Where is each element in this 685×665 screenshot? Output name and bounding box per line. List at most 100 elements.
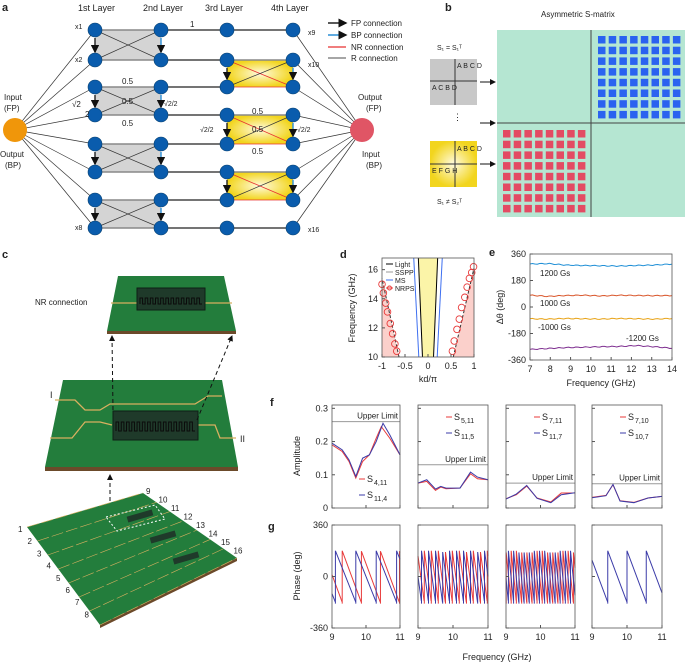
blue-matrix-element bbox=[619, 100, 627, 108]
red-matrix-element bbox=[503, 204, 511, 213]
network-node bbox=[219, 22, 235, 38]
blue-matrix-element bbox=[672, 36, 681, 44]
port-number: 11 bbox=[171, 504, 180, 513]
trace bbox=[99, 557, 238, 626]
blue-matrix-element bbox=[640, 46, 649, 55]
x-tick-label: 1 bbox=[471, 361, 476, 371]
x-tick-label: -1 bbox=[378, 361, 386, 371]
phase-line bbox=[477, 551, 485, 604]
red-matrix-element bbox=[503, 183, 511, 191]
dashed-arrow bbox=[196, 335, 233, 421]
s-matrix-title: Asymmetric S-matrix bbox=[541, 10, 615, 19]
legend-label: S bbox=[542, 428, 548, 438]
series-light-line bbox=[417, 257, 423, 358]
red-matrix-element bbox=[503, 172, 511, 181]
blue-matrix-element bbox=[640, 36, 649, 44]
trace bbox=[79, 539, 211, 598]
blue-matrix-element bbox=[662, 57, 670, 65]
legend-label: S bbox=[628, 412, 634, 422]
phase-line bbox=[607, 550, 628, 604]
network-node bbox=[219, 192, 235, 208]
blue-matrix-element bbox=[630, 68, 638, 76]
blue-matrix-element bbox=[608, 110, 617, 119]
input-bp-label: Input bbox=[362, 150, 381, 159]
y-tick-label: 180 bbox=[511, 276, 526, 286]
port-number: 9 bbox=[146, 487, 151, 496]
weight-label: 0.5 bbox=[122, 97, 134, 106]
red-matrix-element bbox=[535, 140, 543, 149]
nrps-marker bbox=[388, 329, 397, 338]
blue-matrix-element bbox=[619, 89, 627, 97]
output-port-node bbox=[350, 118, 374, 142]
output-line bbox=[292, 86, 363, 131]
phase-line bbox=[549, 552, 556, 604]
y-axis-label: Frequency (GHz) bbox=[347, 273, 357, 342]
phase-line bbox=[331, 574, 343, 602]
weight-label: √2/2 bbox=[164, 100, 178, 108]
panel-label-f: f bbox=[270, 397, 274, 409]
blue-matrix-element bbox=[598, 100, 606, 108]
network-node bbox=[285, 107, 301, 123]
y-tick-label: 0.2 bbox=[315, 437, 328, 447]
legend-label: S bbox=[454, 428, 460, 438]
red-matrix-element bbox=[556, 140, 564, 149]
block-text: A B C D bbox=[457, 63, 482, 70]
x-tick-label: 14 bbox=[667, 364, 677, 374]
network-node bbox=[285, 22, 301, 38]
phase-line bbox=[451, 550, 460, 604]
port-number: 3 bbox=[37, 549, 42, 558]
nrps-marker bbox=[455, 315, 464, 323]
y-tick-label: 0 bbox=[323, 503, 328, 513]
blue-matrix-element bbox=[651, 78, 659, 87]
panel-label-b: b bbox=[445, 2, 452, 14]
legend-marker bbox=[387, 285, 392, 291]
blue-matrix-element bbox=[651, 110, 659, 119]
x-tick-label: 11 bbox=[657, 632, 666, 642]
port-number: 4 bbox=[47, 562, 52, 571]
red-matrix-element bbox=[567, 130, 575, 138]
x-tick-label: 10 bbox=[586, 364, 596, 374]
input-line bbox=[14, 29, 96, 131]
nrps-marker bbox=[383, 308, 392, 316]
nrps-marker bbox=[386, 319, 395, 328]
x-tick-label: 7 bbox=[527, 364, 532, 374]
red-matrix-element bbox=[545, 151, 554, 159]
blue-matrix-element bbox=[608, 78, 617, 87]
x-tick-label: 10 bbox=[622, 632, 632, 642]
x-tick-label: 11 bbox=[570, 632, 579, 642]
blue-matrix-element bbox=[630, 57, 638, 65]
phase-line bbox=[533, 550, 540, 604]
legend-label: S bbox=[542, 412, 548, 422]
red-matrix-element bbox=[513, 140, 522, 149]
red-matrix-element bbox=[577, 162, 586, 170]
input-line bbox=[14, 129, 96, 145]
panel-label-d: d bbox=[340, 249, 347, 261]
phase-line bbox=[428, 550, 436, 604]
nrps-marker bbox=[457, 303, 466, 312]
blue-matrix-element bbox=[640, 100, 649, 108]
y-tick-label: -360 bbox=[310, 623, 328, 633]
port-number: 8 bbox=[85, 610, 90, 619]
blue-matrix-element bbox=[619, 78, 627, 87]
x-tick-label: -0.5 bbox=[397, 361, 413, 371]
network-node bbox=[285, 136, 301, 152]
red-matrix-element bbox=[577, 130, 586, 138]
y-tick-label: 360 bbox=[511, 249, 526, 259]
nrps-marker bbox=[463, 283, 471, 291]
nrps-marker bbox=[379, 289, 388, 297]
weight-label: √2/2 bbox=[200, 126, 214, 134]
phase-line bbox=[331, 593, 336, 603]
network-node bbox=[153, 192, 169, 208]
node-label: x1 bbox=[75, 24, 83, 31]
blue-matrix-element bbox=[630, 89, 638, 97]
trace bbox=[26, 492, 144, 528]
upper-limit-label: Upper Limit bbox=[619, 474, 661, 483]
red-matrix-element bbox=[513, 162, 522, 170]
x-tick-label: 0.5 bbox=[445, 361, 458, 371]
network-node bbox=[219, 107, 235, 123]
amplitude-line bbox=[417, 473, 489, 492]
series-line bbox=[529, 344, 673, 350]
red-matrix-element bbox=[556, 204, 564, 213]
red-matrix-element bbox=[503, 162, 511, 170]
